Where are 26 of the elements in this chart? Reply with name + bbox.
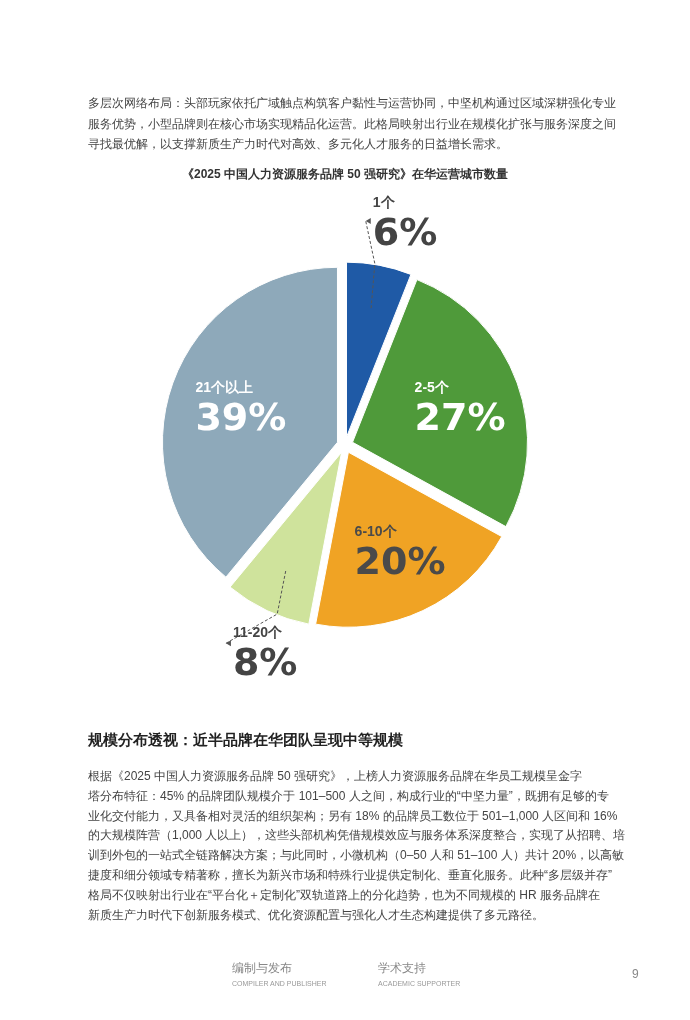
- text: 的大规模阵营（1,000 人以上），这些头部机构凭借规模效应与服务体系深度整合，实现了从招聘、培: [88, 828, 626, 843]
- slice-label: 11-20个: [232, 624, 283, 641]
- data-label: 20%: [354, 539, 446, 584]
- text: 训到外包的一站式全链路解决方案；与此同时，小微机构（0–50 人和 51–100 人）共计 20%，以高敏: [88, 848, 625, 863]
- slice-label: 6-10个: [354, 523, 398, 540]
- text: 塔分布特征：45% 的品牌团队规模介于 101–500 人之间，构成行业的“中坚力量”，既拥有足够的专: [87, 788, 609, 803]
- text: 新质生产力时代下创新服务模式、优化资源配置与强化人才生态构建提供了多元路径。: [88, 907, 544, 922]
- text: 业化交付能力，又具备相对灵活的组织架构；另有 18% 的品牌员工数位于 501–1,000 人区间和 16%: [88, 808, 618, 823]
- data-label: 39%: [195, 394, 287, 439]
- data-label: 8%: [232, 640, 298, 685]
- data-label: 6%: [372, 210, 438, 255]
- text: 服务优势，小型品牌则在核心市场实现精品化运营。此格局映射出行业在规模化扩张与服务深度之间: [88, 116, 616, 131]
- text: 规模分布透视：近半品牌在华团队呈现中等规模: [87, 731, 404, 748]
- slice-label: 21个以上: [195, 378, 253, 395]
- text: 捷度和细分领域专精著称，擅长为新兴市场和特殊行业提供定制化、垂直化服务。此种“多层级并存”: [88, 868, 612, 882]
- text: 9: [632, 967, 639, 981]
- text: 根据《2025 中国人力资源服务品牌 50 强研究》，上榜人力资源服务品牌在华员工规模呈金字: [88, 769, 583, 783]
- text: 寻找最优解，以支撑新质生产力时代对高效、多元化人才服务的日益增长需求。: [88, 137, 508, 151]
- text: 格局不仅映射出行业在“平台化＋定制化”双轨道路上的分化趋势，也为不同规模的 HR 服务品牌在: [87, 887, 600, 902]
- text: 多层次网络布局：头部玩家依托广域触点构筑客户黏性与运营协同，中坚机构通过区域深耕强化专业: [88, 96, 616, 110]
- slice-label: 2-5个: [414, 378, 450, 395]
- chart-title: 《2025 中国人力资源服务品牌 50 强研究》在华运营城市数量: [181, 167, 509, 181]
- text: 编制与发布: [232, 961, 292, 975]
- data-label: 27%: [414, 394, 506, 439]
- slice-label: 1个: [372, 194, 396, 211]
- text: 学术支持: [378, 961, 426, 975]
